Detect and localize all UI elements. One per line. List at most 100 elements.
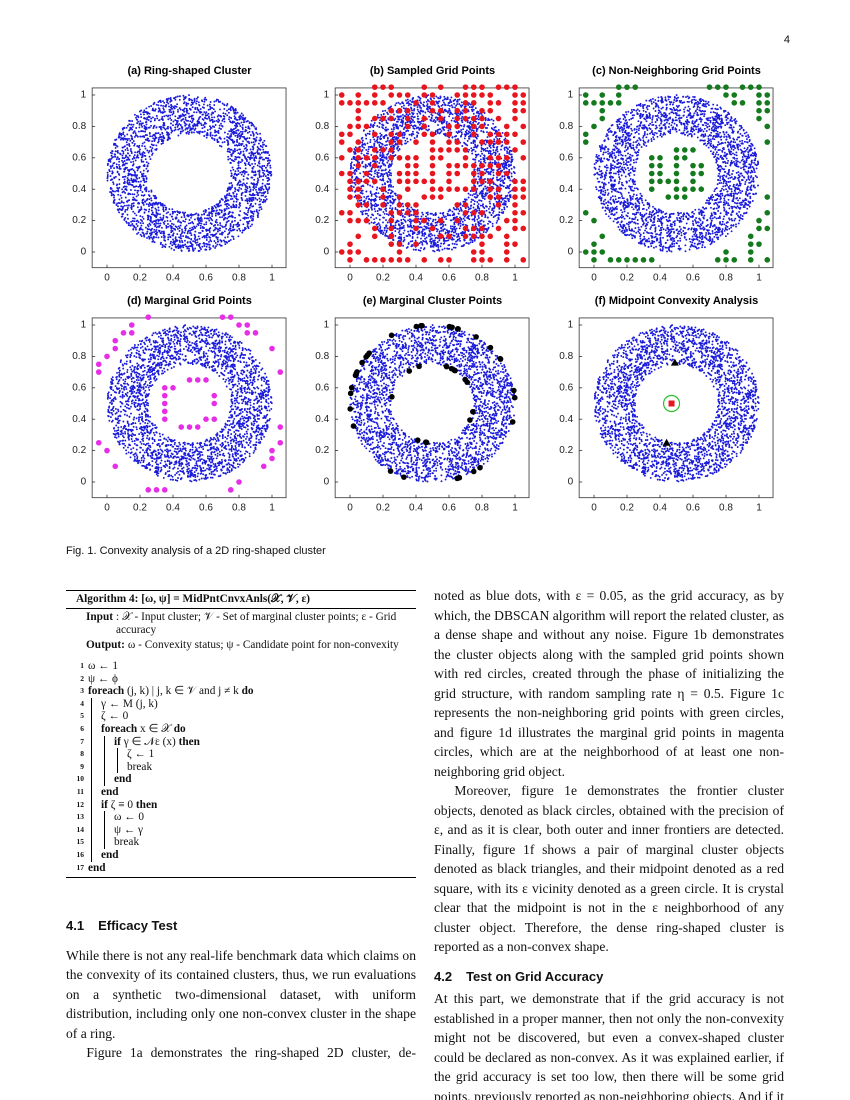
grid-point <box>371 100 378 106</box>
indent-bar <box>91 710 101 723</box>
grid-point <box>161 385 168 391</box>
y-tick-label: 0.8 <box>559 351 573 362</box>
grid-point <box>479 233 485 240</box>
input-label: Input <box>86 611 114 623</box>
grid-point <box>665 178 672 185</box>
grid-point <box>756 100 762 106</box>
frontier-point <box>350 423 357 429</box>
keyword: foreach <box>88 685 125 698</box>
grid-point <box>512 178 518 185</box>
grid-point <box>756 217 762 224</box>
grid-point <box>404 257 411 263</box>
grid-point <box>236 322 242 328</box>
grid-point <box>520 225 527 232</box>
grid-point <box>479 241 485 247</box>
grid-point <box>128 322 135 328</box>
grid-point <box>244 330 251 336</box>
grid-point <box>454 162 461 169</box>
x-tick-label: 1 <box>269 502 275 513</box>
grid-point <box>446 123 452 130</box>
grid-point <box>429 92 436 98</box>
grid-point <box>347 170 353 177</box>
line-text: foreach x ∈ 𝒳 do <box>101 723 186 736</box>
grid-point <box>355 100 362 106</box>
grid-point <box>607 257 614 263</box>
grid-point <box>582 249 589 255</box>
grid-point <box>512 186 518 192</box>
grid-point <box>479 115 485 122</box>
grid-point <box>470 131 477 138</box>
algorithm-line: 8 ζ ← 1 <box>66 748 416 761</box>
grid-point <box>454 170 461 177</box>
grid-point <box>446 186 452 192</box>
frontier-point <box>353 370 360 377</box>
grid-point <box>512 84 518 90</box>
grid-point <box>747 233 754 240</box>
grid-point <box>437 115 444 122</box>
grid-point <box>421 131 428 138</box>
grid-point <box>495 225 502 232</box>
line-number: 9 <box>80 761 84 771</box>
grid-point <box>673 147 680 153</box>
x-tick-label: 0.8 <box>232 502 246 513</box>
y-tick-label: 0.4 <box>315 184 329 195</box>
grid-point <box>396 170 403 177</box>
grid-point <box>681 155 688 161</box>
line-number: 11 <box>76 786 84 796</box>
indent-bar <box>104 748 114 761</box>
grid-point <box>690 147 696 153</box>
frontier-point <box>348 384 355 391</box>
x-tick-label: 0 <box>347 272 353 283</box>
grid-point <box>479 123 485 130</box>
grid-point <box>503 233 510 240</box>
cluster-dots <box>349 324 516 483</box>
grid-point <box>698 170 705 177</box>
grid-point <box>512 217 518 224</box>
frontier-point <box>416 363 422 370</box>
grid-point <box>756 84 762 90</box>
grid-point <box>404 202 411 208</box>
grid-point <box>363 100 370 106</box>
line-text: γ ← M (j, k) <box>101 698 158 711</box>
grid-point <box>380 115 386 122</box>
frontier-point <box>462 376 468 383</box>
y-tick-label: 0 <box>324 247 330 258</box>
frontier-point <box>455 326 461 332</box>
grid-point <box>673 170 680 177</box>
frontier-point <box>413 323 420 330</box>
grid-point <box>520 123 527 130</box>
grid-point <box>355 92 362 98</box>
grid-point <box>363 257 370 263</box>
grid-point <box>388 115 395 122</box>
grid-point <box>371 178 378 185</box>
line-text: ψ ← ϕ <box>88 673 118 686</box>
grid-point <box>723 257 729 263</box>
y-tick-label: 1 <box>568 90 574 101</box>
input-text: : 𝒳 - Input cluster; 𝒱 - Set of marginal… <box>116 611 397 636</box>
indent-bar <box>117 748 127 761</box>
grid-point <box>388 131 395 138</box>
grid-point <box>512 209 518 216</box>
grid-point <box>648 178 655 185</box>
keyword: end <box>101 848 119 861</box>
indent-bar <box>104 836 114 849</box>
grid-point <box>112 463 119 470</box>
grid-point <box>396 241 403 247</box>
grid-point <box>739 84 746 90</box>
algorithm-line: 14 ψ ← γ <box>66 823 416 837</box>
grid-point <box>388 209 395 216</box>
grid-point <box>421 123 428 130</box>
algorithm-line: 10 end <box>66 773 416 786</box>
grid-point <box>599 115 606 122</box>
y-tick-label: 0.2 <box>72 215 86 226</box>
grid-point <box>747 84 754 90</box>
grid-point <box>396 209 403 216</box>
frontier-point <box>359 359 365 366</box>
line-number: 5 <box>80 711 84 721</box>
grid-point <box>462 162 469 169</box>
section-heading: 4.1 Efficacy Test <box>66 916 416 936</box>
panel: (a) Ring-shaped Cluster 0 0.2 0.4 0.6 0.8 1 0 0.… <box>72 65 287 283</box>
algorithm-line: 1 ω ← 1 <box>66 660 416 673</box>
grid-point <box>479 178 485 185</box>
